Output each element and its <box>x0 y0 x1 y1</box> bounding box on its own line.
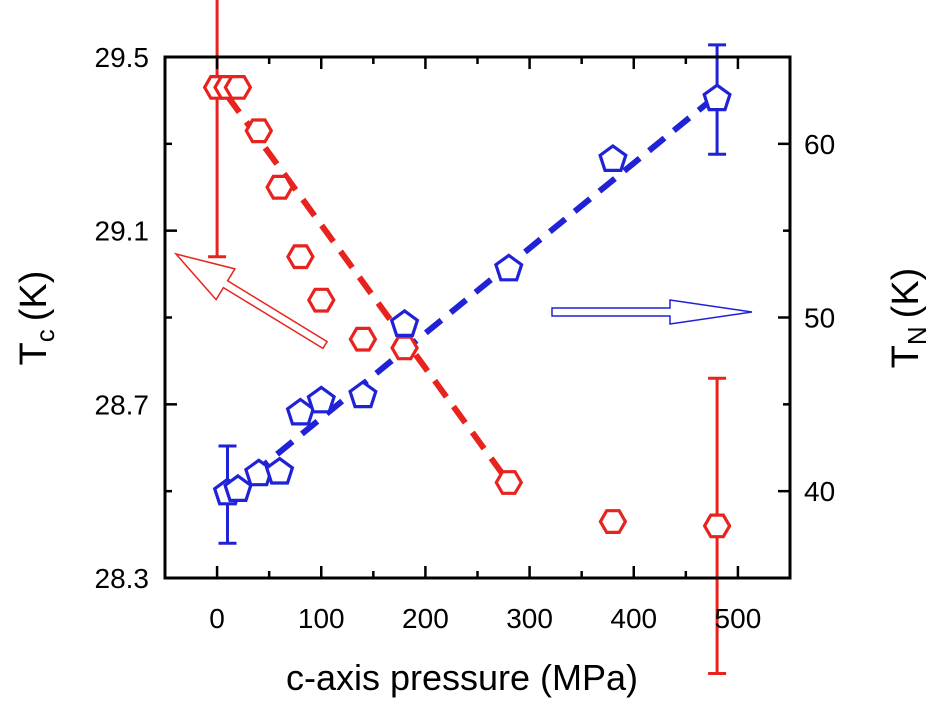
left-axis-arrow <box>173 252 329 350</box>
tc-data-point <box>348 326 378 352</box>
blue-series-tn <box>212 83 732 506</box>
tn-data-point <box>702 83 732 112</box>
x-tick-label: 500 <box>715 603 762 634</box>
right-axis-arrow <box>551 299 753 325</box>
tn-data-point <box>264 456 295 485</box>
y-left-tick-label: 29.1 <box>95 216 150 247</box>
axis-arrows <box>173 252 753 350</box>
red-series-tc <box>202 74 732 539</box>
tc-data-point <box>702 513 732 539</box>
tc-data-point <box>390 335 419 361</box>
y-right-tick-label: 50 <box>804 303 835 334</box>
y-axis-label-right: TN (K) <box>885 268 932 369</box>
y-axis-label-left: Tc (K) <box>13 271 60 366</box>
tc-data-point <box>286 244 315 270</box>
tn-data-point <box>348 380 378 409</box>
tn-data-point <box>223 473 253 502</box>
tn-data-point <box>389 308 420 337</box>
blue-fit-line <box>225 92 719 497</box>
y-right-main: T <box>885 345 927 368</box>
y-right-unit: (K) <box>885 268 927 319</box>
fit-lines <box>225 92 719 497</box>
tc-data-point <box>494 470 524 495</box>
y-left-sub: c <box>30 329 60 342</box>
x-tick-label: 200 <box>402 603 449 634</box>
x-axis-label: c-axis pressure (MPa) <box>286 657 638 698</box>
tc-data-point <box>598 509 628 535</box>
tn-data-point <box>598 144 628 172</box>
y-left-main: T <box>13 342 55 365</box>
y-left-unit: (K) <box>13 271 55 322</box>
red-error-bars <box>208 0 727 676</box>
tc-data-point <box>244 118 274 144</box>
y-right-tick-label: 60 <box>804 129 835 160</box>
tc-data-point <box>223 74 253 100</box>
y-left-tick-label: 28.3 <box>95 563 150 594</box>
tick-labels: 0 100 200 300 400 500 28.3 28.7 29.1 29.5 40 50 60 <box>95 42 836 634</box>
tn-data-point <box>494 253 524 282</box>
tc-data-point <box>265 174 294 200</box>
x-tick-label: 300 <box>506 603 553 634</box>
y-right-tick-label: 40 <box>804 476 835 507</box>
x-tick-label: 0 <box>209 603 225 634</box>
y-left-tick-label: 29.5 <box>95 42 150 73</box>
red-fit-line <box>225 94 512 485</box>
tc-data-point <box>306 287 336 313</box>
ticks <box>163 55 792 580</box>
tn-data-point <box>306 385 336 414</box>
blue-error-bars <box>218 43 727 545</box>
y-left-tick-label: 28.7 <box>95 389 150 420</box>
x-tick-label: 400 <box>610 603 657 634</box>
y-right-sub: N <box>902 326 932 345</box>
x-tick-label: 100 <box>298 603 345 634</box>
